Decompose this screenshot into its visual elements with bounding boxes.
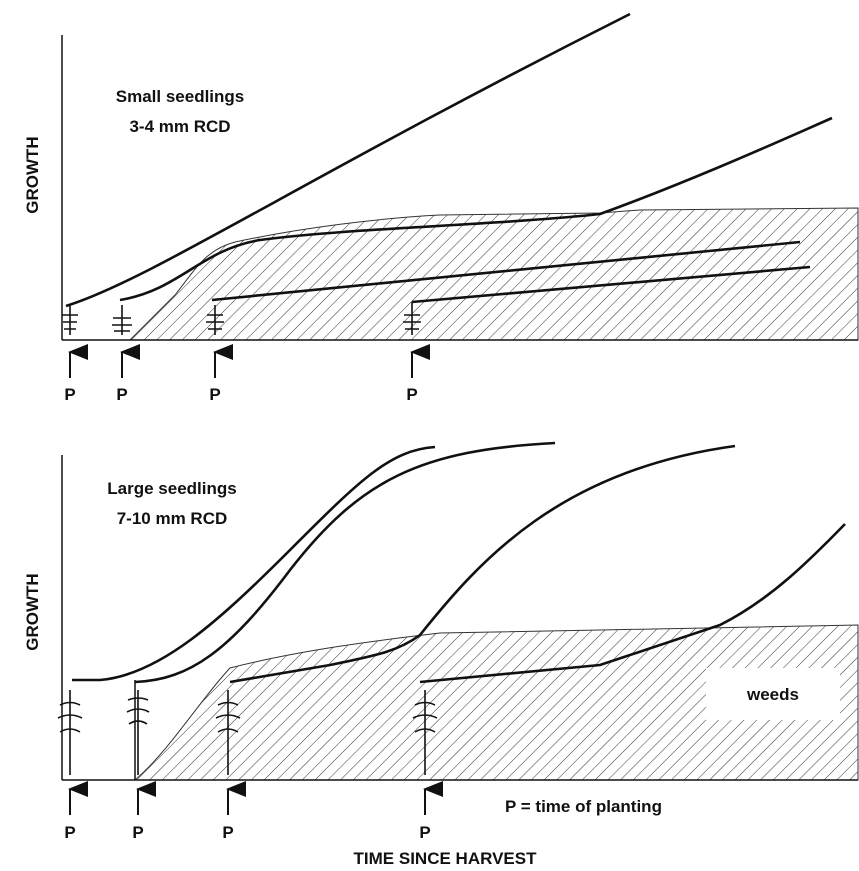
x-axis-label: TIME SINCE HARVEST bbox=[354, 849, 538, 868]
y-axis-label: GROWTH bbox=[23, 136, 42, 213]
panel-large: weeds P P P P Large seedlings 7-10 mm RC… bbox=[23, 443, 858, 842]
panel-subtitle: 7-10 mm RCD bbox=[117, 509, 228, 528]
planting-label: P bbox=[419, 823, 430, 842]
y-axis-label: GROWTH bbox=[23, 573, 42, 650]
panel-subtitle: 3-4 mm RCD bbox=[129, 117, 230, 136]
weeds-label: weeds bbox=[746, 685, 799, 704]
panel-title: Large seedlings bbox=[107, 479, 236, 498]
planting-label: P bbox=[64, 823, 75, 842]
planting-label: P bbox=[116, 385, 127, 404]
panel-small: P P P P Small seedlings 3-4 mm RCD GROWT… bbox=[23, 14, 858, 404]
legend: P = time of planting bbox=[505, 797, 662, 816]
weed-area bbox=[130, 208, 858, 340]
diagram: P P P P Small seedlings 3-4 mm RCD GROWT… bbox=[0, 0, 859, 871]
planting-label: P bbox=[132, 823, 143, 842]
planting-label: P bbox=[222, 823, 233, 842]
panel-title: Small seedlings bbox=[116, 87, 245, 106]
planting-arrows bbox=[70, 789, 425, 815]
planting-label: P bbox=[406, 385, 417, 404]
planting-label: P bbox=[209, 385, 220, 404]
planting-label: P bbox=[64, 385, 75, 404]
planting-arrows bbox=[70, 352, 412, 378]
